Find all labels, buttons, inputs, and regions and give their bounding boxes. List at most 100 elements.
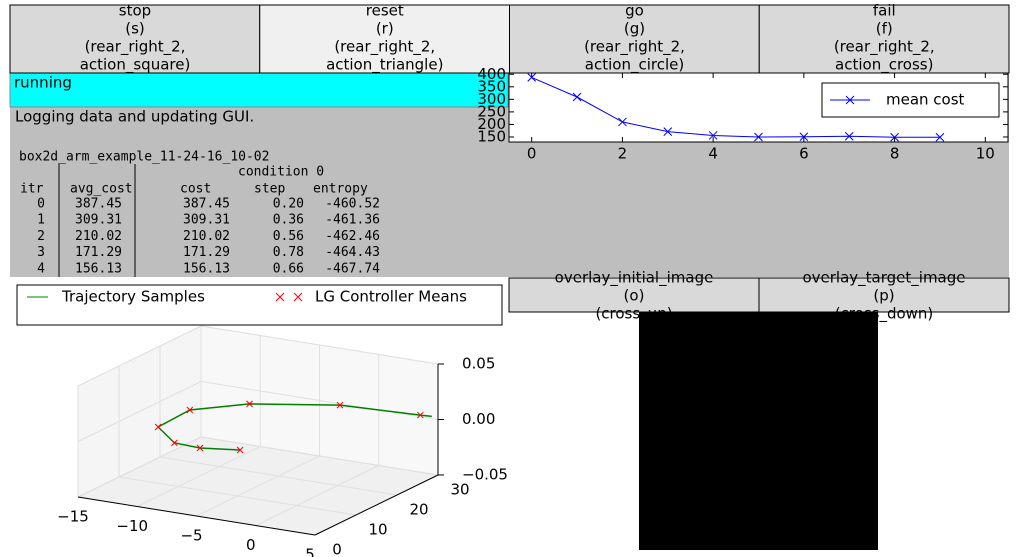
button[interactable] [509, 4, 760, 74]
button[interactable] [9, 4, 261, 74]
button-label[interactable]: go [625, 2, 644, 20]
button-label[interactable]: action_cross) [835, 56, 933, 75]
y-tick-label: 400 [477, 65, 506, 83]
button-label[interactable]: fail [873, 2, 896, 20]
button-label[interactable]: (rear_right_2, [834, 38, 935, 57]
button-label[interactable]: (g) [624, 20, 645, 38]
y-tick-label: 30 [450, 481, 469, 499]
y-tick-label: 350 [477, 77, 506, 95]
table-cell: -461.36 [325, 213, 380, 228]
table-cell: 309.31 [75, 213, 122, 228]
table-cell: 309.31 [183, 213, 230, 228]
button-label[interactable]: stop [119, 2, 151, 20]
table-cell: -460.52 [325, 197, 380, 212]
z-tick-label: 0.00 [462, 410, 495, 428]
button-label[interactable]: overlay_target_image [802, 269, 965, 288]
point-marker [754, 132, 763, 142]
trajectory-marker [336, 401, 344, 409]
x-tick-label: 4 [708, 145, 718, 163]
column-header: cost [180, 182, 211, 197]
button-label[interactable]: (f) [876, 20, 893, 38]
axis-line [314, 474, 439, 536]
log-condition: condition 0 [238, 165, 324, 180]
grid-line [200, 381, 439, 420]
table-cell: 171.29 [75, 245, 122, 260]
grid-line [77, 325, 202, 387]
button[interactable] [508, 277, 760, 313]
x-tick-label: 2 [618, 145, 628, 163]
button[interactable] [259, 4, 510, 74]
x-tick-label: −15 [57, 508, 89, 526]
column-header: avg_cost [70, 182, 133, 197]
x-tick-label: 6 [799, 145, 809, 163]
table-cell: -462.46 [325, 229, 380, 244]
column-header: step [254, 182, 285, 197]
table-cell: -467.74 [325, 261, 380, 276]
button-label[interactable]: (p) [873, 287, 894, 305]
grid-line [77, 381, 202, 442]
button-label[interactable]: (o) [624, 287, 645, 305]
trajectory-marker [186, 406, 194, 414]
table-cell: 387.45 [75, 197, 122, 212]
z-tick-label: −0.05 [462, 466, 508, 484]
y-tick-label: 0 [332, 541, 342, 557]
log-title: box2d_arm_example_11-24-16_10-02 [19, 150, 269, 165]
point-marker [935, 132, 945, 142]
button-label[interactable]: action_triangle) [326, 56, 443, 75]
grid-line [118, 476, 357, 516]
button-label[interactable]: (s) [125, 20, 145, 38]
series-line [531, 76, 940, 138]
button-label[interactable]: (rear_right_2, [334, 38, 435, 57]
table-cell: 0.78 [273, 245, 304, 260]
button-label[interactable]: (cross_down) [835, 305, 934, 324]
table-cell: 0 [37, 197, 45, 212]
table-cell: 171.29 [183, 245, 230, 260]
button-label[interactable]: (rear_right_2, [584, 38, 685, 57]
legend-label: Trajectory Samples [61, 288, 205, 306]
status-bar [9, 72, 509, 108]
button-label[interactable]: (r) [376, 20, 394, 38]
table-cell: -464.43 [325, 245, 380, 260]
y-tick-label: 300 [477, 90, 506, 108]
table-cell: 0.20 [273, 197, 304, 212]
button[interactable] [758, 4, 1010, 74]
trajectory-marker [196, 444, 204, 452]
image-panel [639, 312, 878, 550]
point-marker [572, 92, 582, 102]
button-label[interactable]: action_circle) [585, 56, 684, 75]
button-label[interactable]: overlay_initial_image [555, 269, 714, 288]
message-text: Logging data and updating GUI. [15, 108, 254, 126]
axis-line [77, 496, 316, 536]
button-label[interactable]: action_square) [80, 56, 191, 75]
x-tick-label: −5 [180, 527, 202, 545]
x-tick-label: 0 [527, 145, 537, 163]
table-cell: 1 [37, 213, 45, 228]
grid-line [255, 465, 379, 526]
trajectory-marker [171, 439, 178, 447]
button-label[interactable]: reset [366, 2, 404, 20]
status-text: running [14, 74, 72, 92]
trajectory-marker [246, 400, 253, 408]
y-tick-label: 250 [477, 102, 506, 120]
button-label[interactable]: (rear_right_2, [85, 38, 186, 57]
grid-line [137, 446, 261, 507]
legend-box [821, 82, 1000, 118]
table-cell: 0.66 [273, 261, 304, 276]
table-cell: 2 [37, 229, 45, 244]
x-tick-label: −10 [116, 517, 148, 535]
table-cell: 210.02 [75, 229, 122, 244]
button-label[interactable]: (cross_up) [595, 305, 672, 324]
table-cell: 3 [37, 245, 45, 260]
column-header: itr [20, 182, 44, 197]
trajectory-marker [416, 411, 424, 419]
button[interactable] [758, 277, 1010, 313]
z-tick-label: 0.05 [462, 355, 495, 373]
plot3d-area [10, 312, 16, 327]
table-cell: 0.56 [273, 229, 304, 244]
table-cell: 4 [37, 261, 45, 276]
point-marker [799, 132, 809, 142]
table-cell: 156.13 [75, 261, 122, 276]
legend-label: LG Controller Means [315, 288, 467, 306]
